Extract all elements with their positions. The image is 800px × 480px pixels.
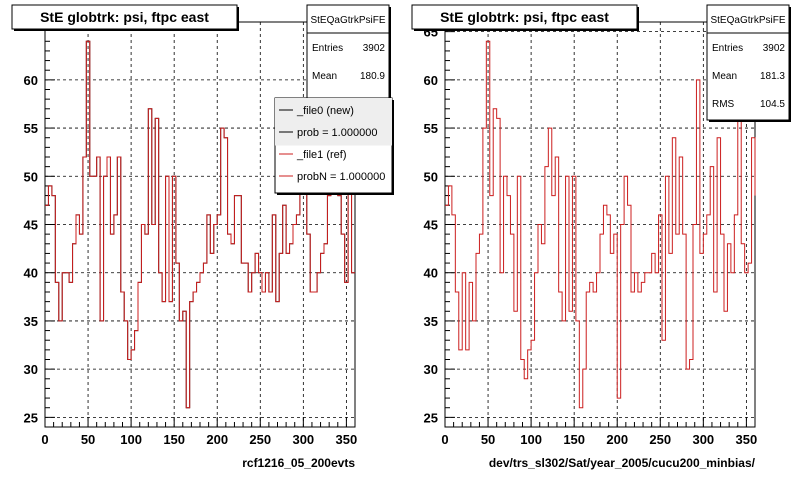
y-tick-label: 45 bbox=[24, 218, 38, 233]
chart-title: StE globtrk: psi, ftpc east bbox=[440, 9, 609, 25]
x-tick-label: 50 bbox=[81, 432, 95, 447]
y-tick-label: 60 bbox=[424, 73, 438, 88]
stats-value: 181.3 bbox=[760, 71, 785, 82]
stats-value: 3902 bbox=[363, 43, 386, 54]
y-tick-label: 55 bbox=[24, 121, 38, 136]
stats-label: Mean bbox=[712, 71, 737, 82]
x-tick-label: 200 bbox=[206, 432, 228, 447]
y-tick-label: 30 bbox=[424, 362, 438, 377]
stats-value: 180.9 bbox=[360, 71, 385, 82]
x-tick-label: 150 bbox=[163, 432, 185, 447]
legend-entry: _file1 (ref) bbox=[296, 149, 347, 161]
y-tick-label: 40 bbox=[424, 266, 438, 281]
legend-entry: prob = 1.000000 bbox=[297, 127, 377, 139]
y-tick-label: 40 bbox=[24, 266, 38, 281]
chart-title: StE globtrk: psi, ftpc east bbox=[40, 9, 209, 25]
x-tick-label: 50 bbox=[481, 432, 495, 447]
y-tick-label: 50 bbox=[424, 169, 438, 184]
left-histogram-panel: 0 50 100 150 200 250 300 350 25 30 35 40 45 50 55 60 rcf… bbox=[11, 4, 394, 470]
stats-title: StEQaGtrkPsiFE bbox=[710, 15, 785, 26]
x-tick-label: 0 bbox=[41, 432, 48, 447]
x-tick-label: 350 bbox=[736, 432, 758, 447]
stats-label: RMS bbox=[712, 99, 735, 110]
y-tick-label: 25 bbox=[24, 410, 38, 425]
title-box bbox=[411, 4, 638, 30]
x-axis-label: rcf1216_05_200evts bbox=[242, 456, 355, 470]
legend: _file0 (new) prob = 1.000000 _file1 (ref) p… bbox=[274, 97, 394, 195]
stats-value: 3902 bbox=[763, 43, 786, 54]
stats-label: Mean bbox=[312, 71, 337, 82]
legend-entry: probN = 1.000000 bbox=[297, 171, 385, 183]
x-tick-label: 0 bbox=[441, 432, 448, 447]
x-tick-label: 250 bbox=[649, 432, 671, 447]
stats-value: 104.5 bbox=[760, 99, 785, 110]
x-tick-label: 100 bbox=[120, 432, 142, 447]
stats-title: StEQaGtrkPsiFE bbox=[310, 15, 385, 26]
y-tick-label: 55 bbox=[424, 121, 438, 136]
x-axis-label: dev/trs_sl302/Sat/year_2005/cucu200_minb… bbox=[489, 456, 756, 470]
stats-label: Entries bbox=[312, 43, 343, 54]
x-tick-label: 150 bbox=[563, 432, 585, 447]
y-tick-label: 35 bbox=[24, 314, 38, 329]
x-tick-label: 300 bbox=[292, 432, 314, 447]
stats-box bbox=[706, 4, 790, 121]
legend-shade bbox=[275, 98, 392, 146]
y-tick-label: 35 bbox=[424, 314, 438, 329]
x-tick-label: 200 bbox=[606, 432, 628, 447]
stats-label: Entries bbox=[712, 43, 743, 54]
x-tick-label: 300 bbox=[692, 432, 714, 447]
y-tick-label: 50 bbox=[24, 169, 38, 184]
x-tick-label: 100 bbox=[520, 432, 542, 447]
y-tick-label: 25 bbox=[424, 410, 438, 425]
x-tick-label: 350 bbox=[336, 432, 358, 447]
legend-entry: _file0 (new) bbox=[296, 105, 354, 117]
y-tick-label: 60 bbox=[24, 73, 38, 88]
x-tick-label: 250 bbox=[249, 432, 271, 447]
y-tick-label: 30 bbox=[24, 362, 38, 377]
right-histogram-panel: 0 50 100 150 200 250 300 350253035404550556065d… bbox=[411, 4, 791, 470]
title-box bbox=[11, 4, 238, 30]
stats-box bbox=[306, 4, 390, 111]
y-tick-label: 45 bbox=[424, 218, 438, 233]
histogram-series-ref bbox=[445, 40, 756, 409]
